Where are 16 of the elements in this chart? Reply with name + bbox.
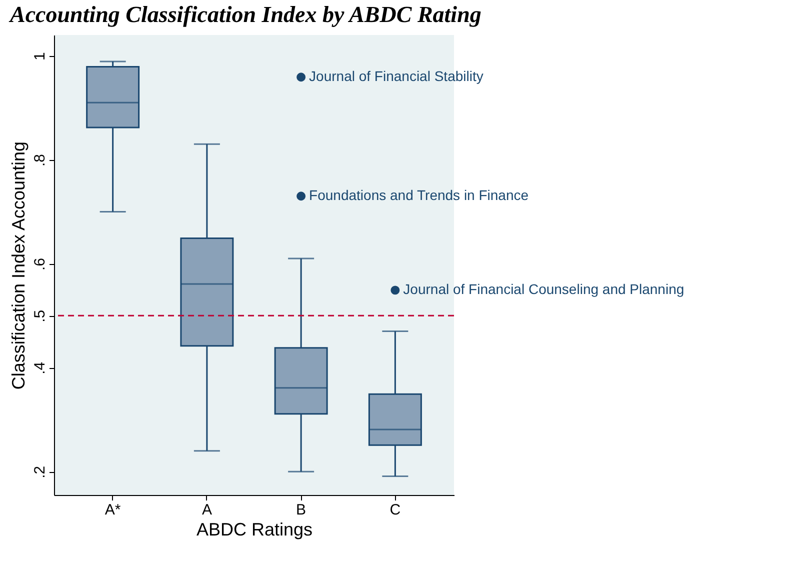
y-tick-label: .6 bbox=[32, 258, 48, 270]
annotation: Foundations and Trends in Finance bbox=[309, 187, 529, 204]
y-tick-label: 1 bbox=[32, 52, 48, 60]
x-tick-label: B bbox=[296, 502, 306, 518]
y-tick-label: .5 bbox=[32, 310, 48, 322]
y-tick-label: .8 bbox=[32, 154, 48, 167]
y-tick-label: .4 bbox=[32, 362, 48, 374]
x-tick-label: A bbox=[202, 502, 212, 518]
x-tick-label: C bbox=[390, 502, 401, 518]
x-tick-label: A* bbox=[104, 502, 121, 518]
annotation: Journal of Financial Counseling and Planning bbox=[403, 281, 684, 298]
y-tick-label: .2 bbox=[32, 466, 48, 478]
chart-title: Accounting Classification Index by ABDC Rating bbox=[8, 2, 482, 27]
y-axis-title: Classification Index Accounting bbox=[8, 141, 28, 390]
x-axis-title: ABDC Ratings bbox=[196, 520, 313, 540]
annotation: Journal of Financial Stability bbox=[309, 68, 484, 84]
